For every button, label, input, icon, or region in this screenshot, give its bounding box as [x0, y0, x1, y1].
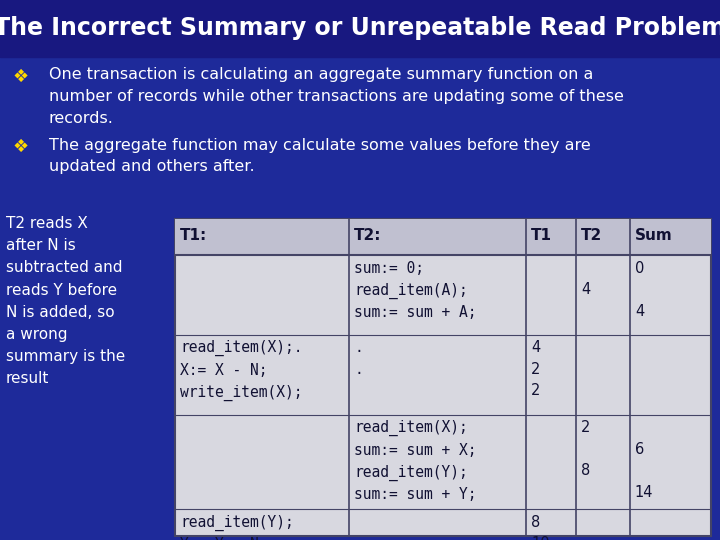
Text: Sum: Sum: [635, 228, 672, 242]
Text: .
.: . .: [354, 340, 363, 377]
Text: 8
10
10: 8 10 10: [531, 515, 550, 540]
Text: read_item(X);
sum:= sum + X;
read_item(Y);
sum:= sum + Y;: read_item(X); sum:= sum + X; read_item(Y…: [354, 420, 477, 502]
Text: The Incorrect Summary or Unrepeatable Read Problem: The Incorrect Summary or Unrepeatable Re…: [0, 16, 720, 40]
Text: 0

4: 0 4: [635, 261, 644, 319]
Bar: [175, 219, 711, 536]
Text: 4
2
2: 4 2 2: [531, 340, 541, 399]
Text: T1:: T1:: [180, 228, 207, 242]
Text: One transaction is calculating an aggregate summary function on a
number of reco: One transaction is calculating an aggreg…: [49, 68, 624, 126]
Text: 2

8: 2 8: [581, 420, 590, 478]
Text: T2:: T2:: [354, 228, 382, 242]
Text: The aggregate function may calculate some values before they are
updated and oth: The aggregate function may calculate som…: [49, 138, 590, 174]
Text: sum:= 0;
read_item(A);
sum:= sum + A;: sum:= 0; read_item(A); sum:= sum + A;: [354, 261, 477, 320]
Text: 6

14: 6 14: [635, 420, 653, 500]
Text: read_item(Y);
Y:= Y + N;
write_item(Y);: read_item(Y); Y:= Y + N; write_item(Y);: [180, 515, 302, 540]
Text: T2 reads X
after N is
subtracted and
reads Y before
N is added, so
a wrong
summa: T2 reads X after N is subtracted and rea…: [6, 216, 125, 387]
Bar: [175, 219, 711, 255]
Text: ❖: ❖: [13, 68, 29, 85]
Text: 4: 4: [581, 261, 590, 298]
Bar: [0, 0, 720, 57]
Text: T2: T2: [581, 228, 603, 242]
Text: T1: T1: [531, 228, 552, 242]
Text: read_item(X);.
X:= X - N;
write_item(X);: read_item(X);. X:= X - N; write_item(X);: [180, 340, 302, 401]
Text: ❖: ❖: [13, 138, 29, 156]
